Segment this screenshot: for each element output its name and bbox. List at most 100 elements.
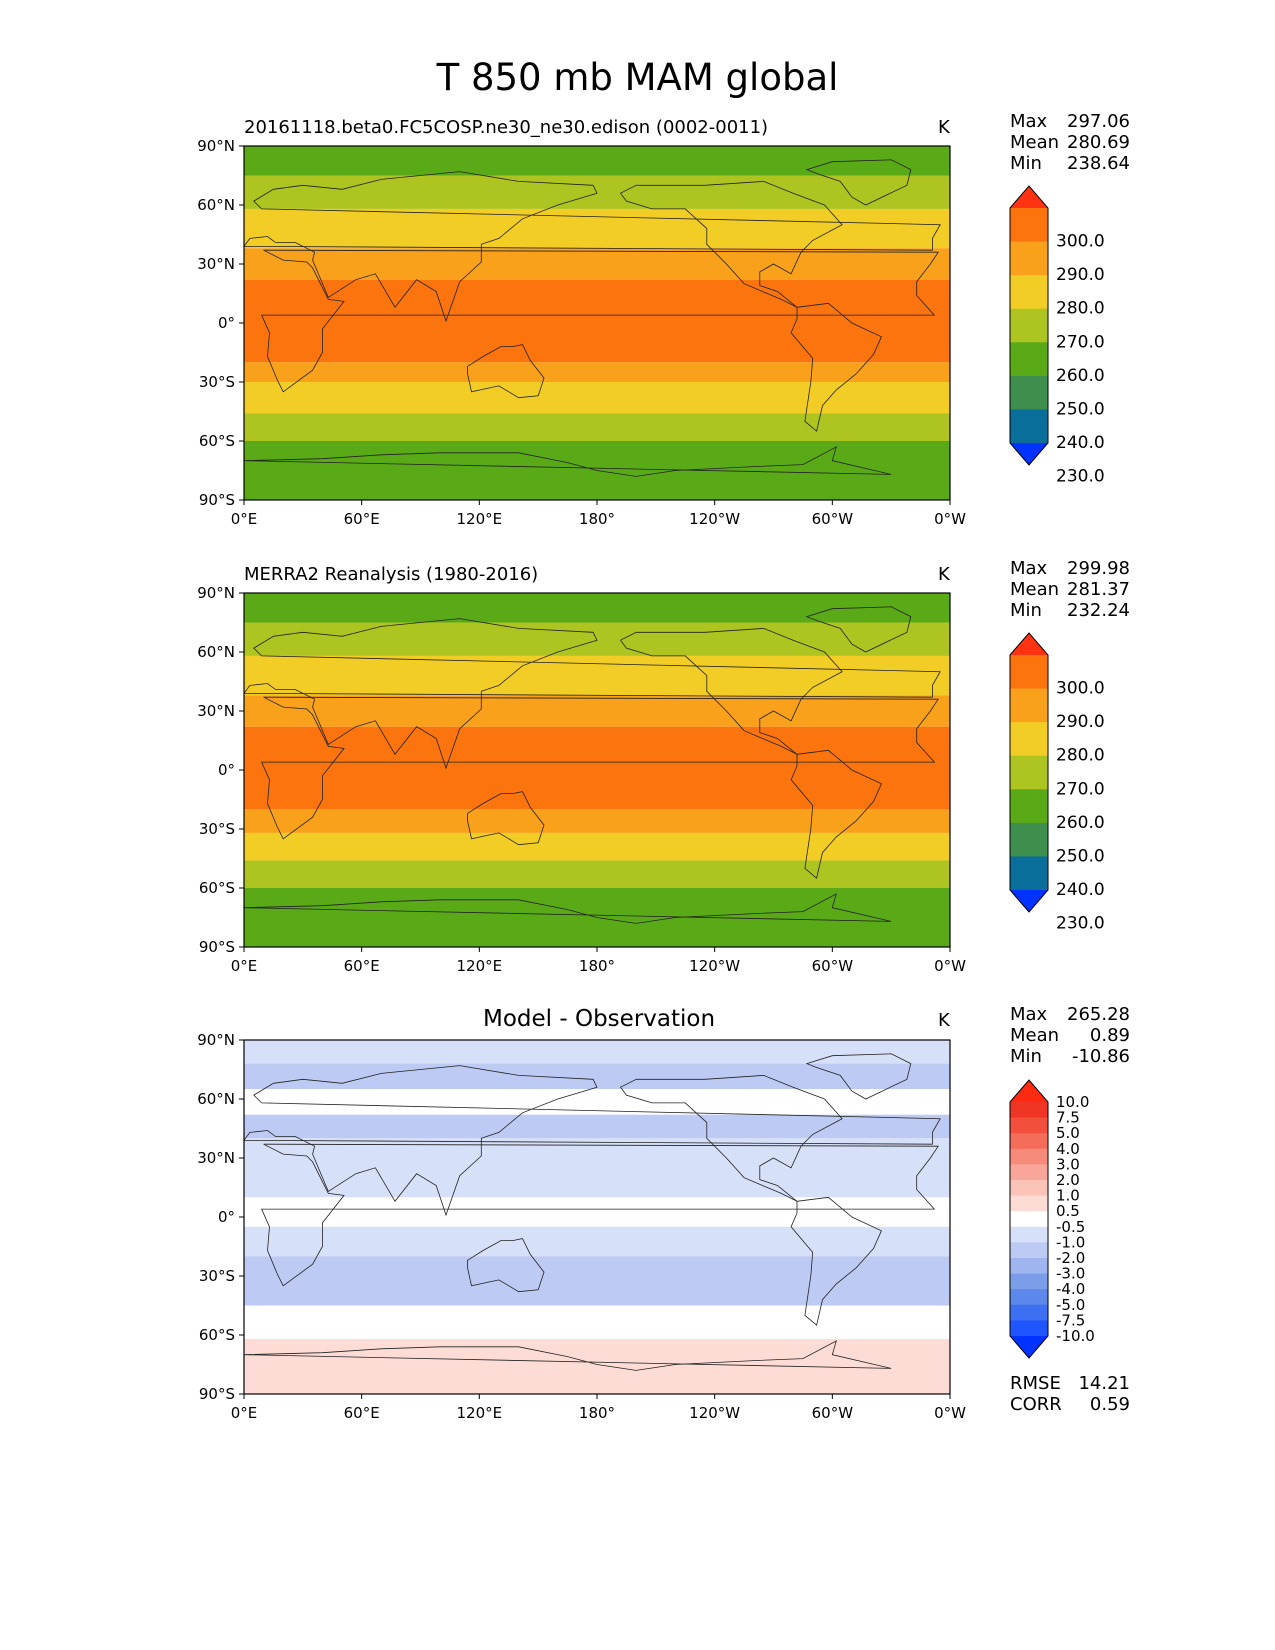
antarctica-outline: [0, 447, 185, 477]
map-field: [0, 593, 1251, 947]
colorbar-label: 260.0: [1056, 813, 1105, 833]
colorbar-box: [1010, 1117, 1048, 1134]
lat-tick-label: 90°S: [199, 1385, 235, 1403]
eurasia-outline: [244, 618, 941, 770]
colorbar-label: 7.5: [1056, 1109, 1080, 1127]
colorbar-max-extend: [1010, 633, 1048, 655]
zonal-band: [244, 593, 950, 623]
zonal-band: [244, 413, 950, 441]
greenland-outline: [805, 606, 912, 653]
lon-tick-label: 60°W: [812, 957, 854, 975]
lon-tick-label: 60°W: [812, 510, 854, 528]
colorbar-label: -2.0: [1056, 1249, 1085, 1267]
colorbar-box: [1010, 1195, 1048, 1212]
colorbar-max-extend: [1010, 1080, 1048, 1102]
eurasia-outline: [949, 692, 950, 694]
colorbar-label: -7.5: [1056, 1311, 1085, 1329]
colorbar-label: -0.5: [1056, 1218, 1085, 1236]
colorbar-label: 2.0: [1056, 1171, 1080, 1189]
greenland-outline: [101, 160, 205, 205]
australia-outline: [1174, 792, 1251, 845]
lat-tick-label: 90°N: [197, 137, 235, 155]
colorbar-box: [1010, 856, 1048, 891]
zonal-band: [244, 695, 950, 727]
colorbar-label: 300.0: [1056, 679, 1105, 699]
zonal-band: [244, 208, 950, 249]
colorbar-box: [1010, 1242, 1048, 1259]
africa-outline: [260, 249, 939, 393]
australia-outline: [1174, 1239, 1251, 1292]
map-panel-3: 90°N 60°N 30°N 0° 30°S 60°S 90°S0°E 60°E 120°E 18…: [0, 1031, 1251, 1422]
colorbar-outline: [1009, 632, 1049, 913]
lat-tick-label: 30°S: [199, 1267, 235, 1285]
north-america-outline: [0, 628, 136, 754]
zonal-band: [244, 726, 950, 810]
south-america-outline: [790, 749, 882, 879]
lat-tick-label: 0°: [218, 1208, 235, 1226]
lat-tick-label: 90°N: [197, 1031, 235, 1049]
zonal-band: [244, 1114, 950, 1139]
colorbar-2: 300.0 290.0 280.0 270.0 260.0 250.0 240.0 230.0: [1009, 632, 1105, 934]
eurasia-outline: [949, 1139, 950, 1141]
colorbar-box: [1010, 755, 1048, 790]
lon-tick-label: 60°E: [344, 957, 380, 975]
map-panel-1: 90°N 60°N 30°N 0° 30°S 60°S 90°S0°E 60°E 120°E 18…: [0, 137, 1251, 528]
zonal-band: [244, 1226, 950, 1257]
lon-tick-label: 60°E: [344, 1404, 380, 1422]
colorbar-label: 3.0: [1056, 1155, 1080, 1173]
colorbar-box: [1010, 208, 1048, 243]
zonal-band: [244, 382, 950, 414]
australia-outline: [467, 791, 545, 846]
map-field: [0, 1040, 1251, 1394]
colorbar-box: [1010, 1304, 1048, 1321]
lat-tick-label: 60°N: [197, 1090, 235, 1108]
colorbar-box: [1010, 722, 1048, 757]
colorbar-box: [1010, 1258, 1048, 1275]
figure-title: T 850 mb MAM global: [436, 56, 839, 99]
colorbar-3: 10.07.55.04.03.02.01.00.5-0.5-1.0-2.0-3.…: [1009, 1079, 1095, 1359]
north-america-outline: [619, 1074, 843, 1202]
colorbar-label: 0.5: [1056, 1202, 1080, 1220]
zonal-band: [244, 809, 950, 833]
lon-tick-label: 0°E: [231, 957, 258, 975]
map-panel-2: 90°N 60°N 30°N 0° 30°S 60°S 90°S0°E 60°E 120°E 18…: [0, 584, 1251, 975]
colorbar-box: [1010, 1226, 1048, 1243]
zonal-band: [244, 1256, 950, 1306]
colorbar-label: 300.0: [1056, 232, 1105, 252]
colorbar-label: 270.0: [1056, 779, 1105, 799]
colorbar-label: 290.0: [1056, 265, 1105, 285]
colorbar-label: -1.0: [1056, 1233, 1085, 1251]
colorbar-min-extend: [1010, 1336, 1048, 1358]
colorbar-outline: [1009, 185, 1049, 466]
lat-tick-label: 30°N: [197, 702, 235, 720]
australia-outline: [1174, 345, 1251, 398]
colorbar-box: [1010, 1289, 1048, 1306]
lon-tick-label: 120°W: [689, 510, 740, 528]
zonal-band: [244, 1063, 950, 1090]
lat-tick-label: 90°S: [199, 938, 235, 956]
eurasia-outline: [244, 1065, 941, 1217]
colorbar-min-extend: [1010, 443, 1048, 465]
lat-tick-label: 0°: [218, 314, 235, 332]
colorbar-box: [1010, 275, 1048, 310]
eurasia-outline: [949, 245, 950, 247]
zonal-band: [244, 1040, 950, 1064]
colorbar-label: 240.0: [1056, 880, 1105, 900]
colorbar-1: 300.0 290.0 280.0 270.0 260.0 250.0 240.0 230.0: [1009, 185, 1105, 487]
zonal-band: [244, 1138, 950, 1198]
antarctica-outline: [244, 893, 892, 924]
zonal-band: [244, 832, 950, 861]
eurasia-outline: [0, 1066, 234, 1215]
colorbar-label: 280.0: [1056, 299, 1105, 319]
australia-outline: [467, 1238, 545, 1293]
colorbar-label: 290.0: [1056, 712, 1105, 732]
colorbar-label: 270.0: [1056, 332, 1105, 352]
lon-tick-label: 120°W: [689, 957, 740, 975]
colorbar-label: 230.0: [1056, 467, 1105, 487]
colorbar-box: [1010, 1273, 1048, 1290]
lon-tick-label: 0°E: [231, 1404, 258, 1422]
lon-tick-label: 120°E: [457, 957, 503, 975]
colorbar-box: [1010, 655, 1048, 690]
lon-tick-label: 180°: [579, 510, 615, 528]
colorbar-label: -5.0: [1056, 1296, 1085, 1314]
